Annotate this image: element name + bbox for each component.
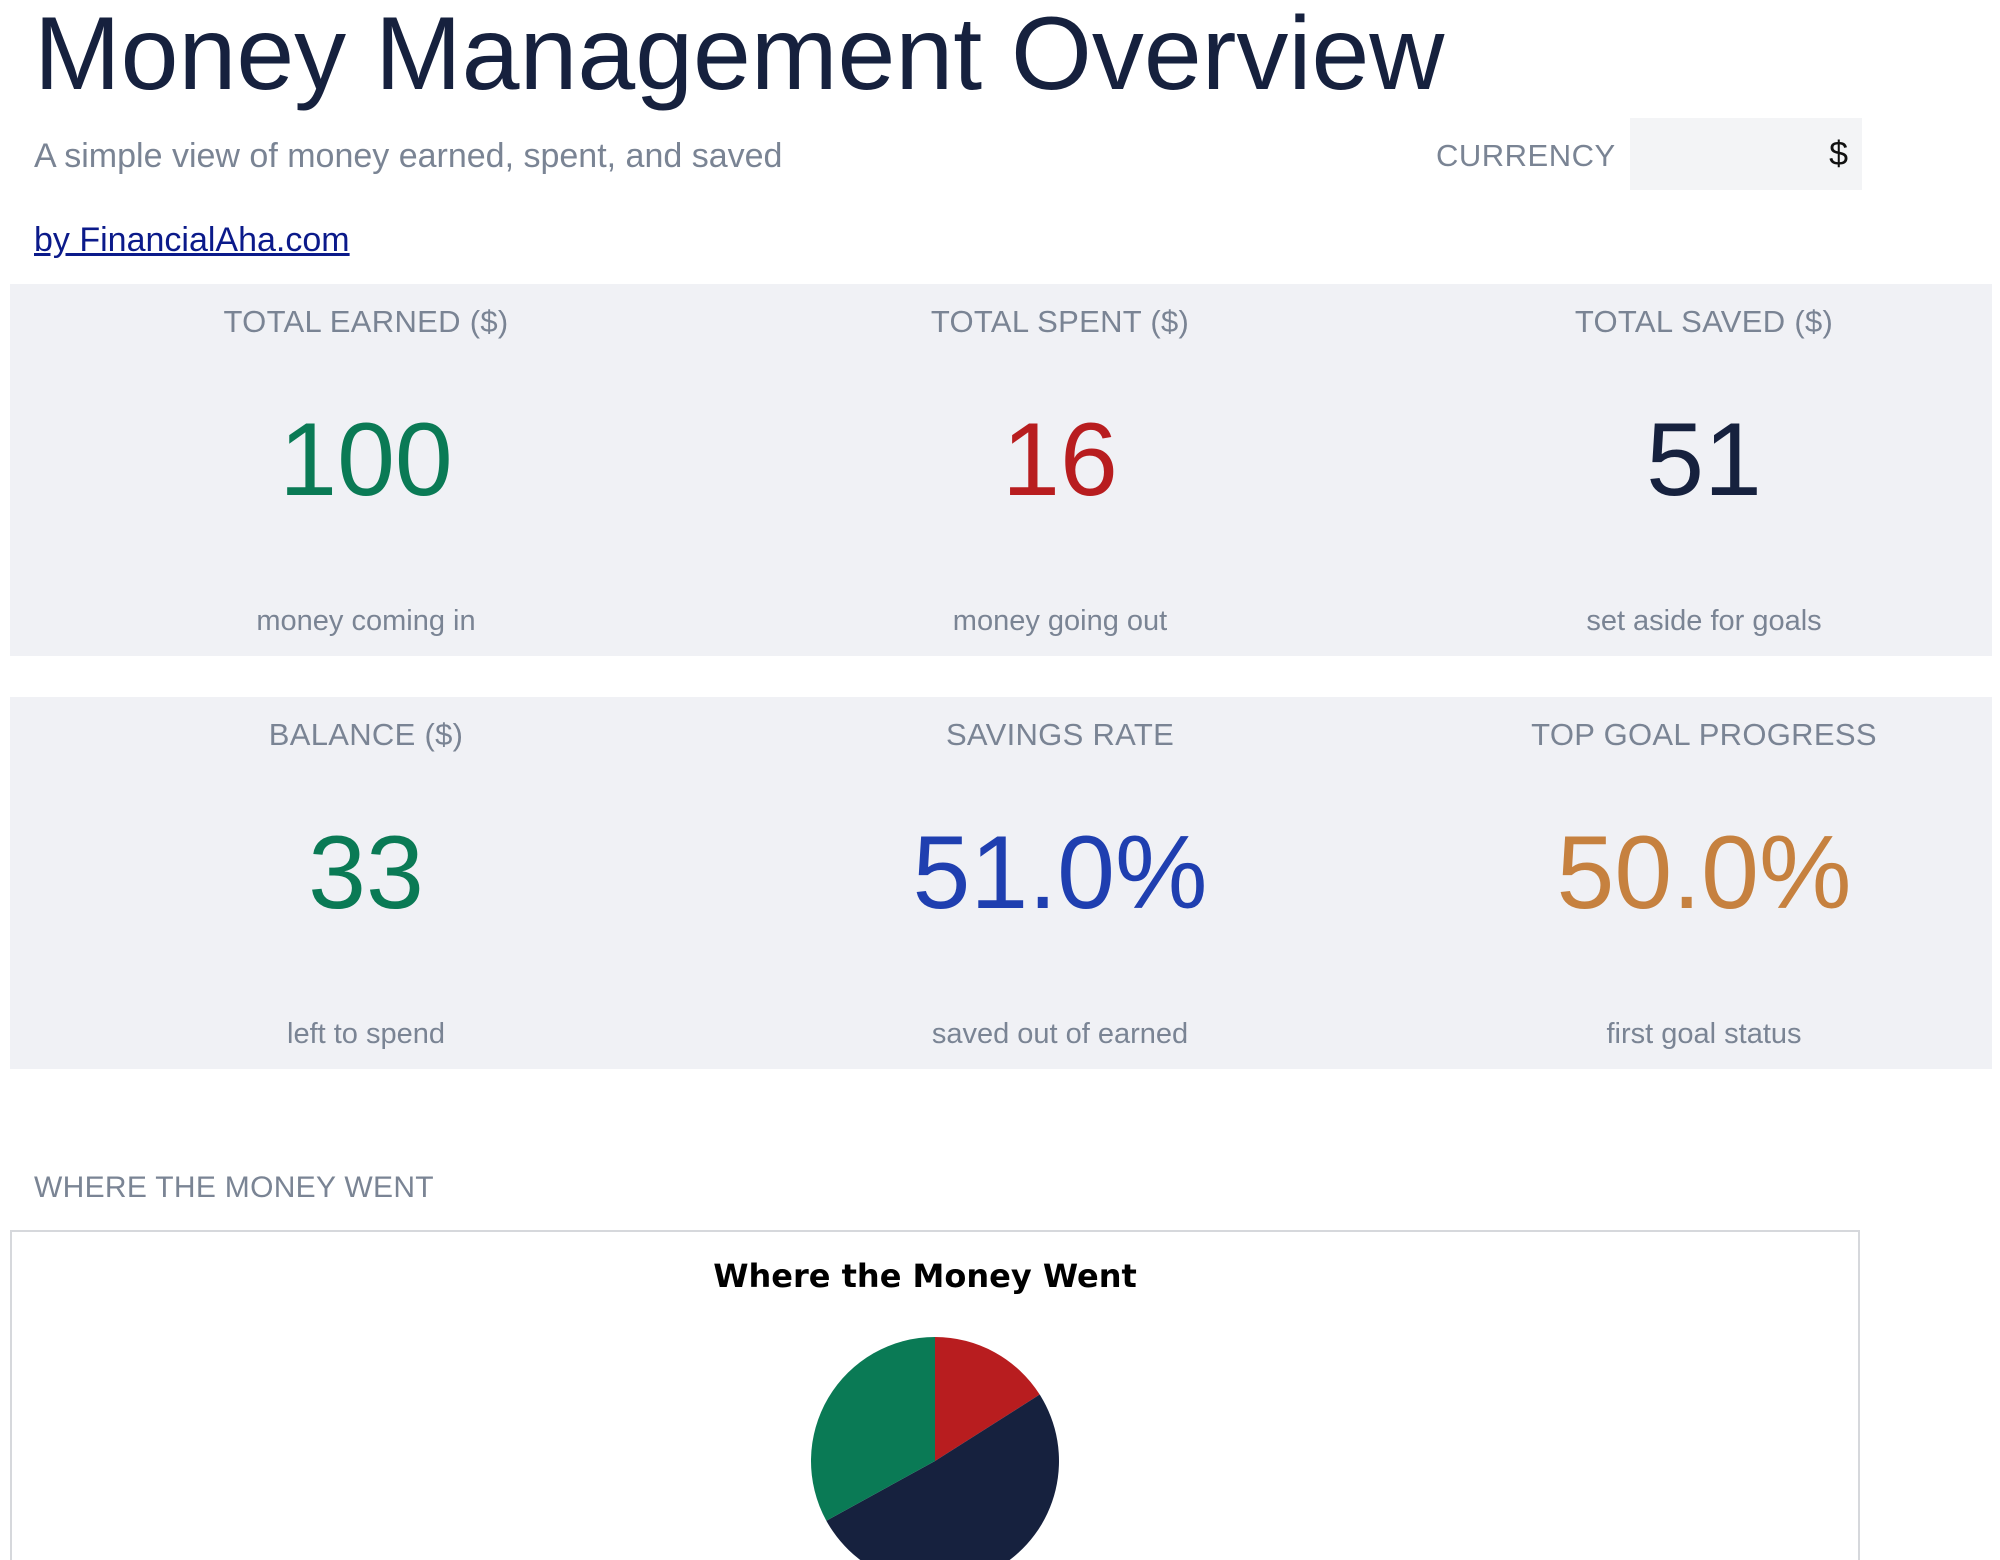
metric-total-spent: TOTAL SPENT ($) 16 money going out xyxy=(730,284,1390,656)
metrics-panel-row2: BALANCE ($) 33 left to spend SAVINGS RAT… xyxy=(10,697,1992,1069)
metric-value: 16 xyxy=(1002,402,1118,518)
metric-caption: first goal status xyxy=(1606,1018,1802,1050)
metric-label: TOTAL SPENT ($) xyxy=(930,304,1190,339)
metric-value: 50.0% xyxy=(1556,815,1852,931)
metric-caption: left to spend xyxy=(287,1018,445,1050)
metric-caption: set aside for goals xyxy=(1586,605,1822,637)
metric-label: TOTAL SAVED ($) xyxy=(1574,304,1834,339)
chart-title: Where the Money Went xyxy=(713,1257,1137,1295)
metric-value: 33 xyxy=(308,815,424,931)
metric-label: TOTAL EARNED ($) xyxy=(223,304,509,339)
section-heading: WHERE THE MONEY WENT xyxy=(34,1171,434,1204)
page-subtitle: A simple view of money earned, spent, an… xyxy=(34,137,783,175)
financialaha-link[interactable]: by FinancialAha.com xyxy=(34,221,350,259)
metric-savings-rate: SAVINGS RATE 51.0% saved out of earned xyxy=(730,697,1390,1069)
metric-value: 51.0% xyxy=(912,815,1208,931)
pie-slice-spent xyxy=(935,1337,1040,1461)
metric-value: 51 xyxy=(1646,402,1762,518)
metric-label: SAVINGS RATE xyxy=(945,717,1175,752)
currency-input[interactable] xyxy=(1630,118,1862,190)
pie-slice-balance xyxy=(811,1337,935,1521)
metric-total-earned: TOTAL EARNED ($) 100 money coming in xyxy=(36,284,696,656)
metric-total-saved: TOTAL SAVED ($) 51 set aside for goals xyxy=(1374,284,2000,656)
metric-label: BALANCE ($) xyxy=(268,717,464,752)
page-title: Money Management Overview xyxy=(34,0,1445,112)
metric-top-goal-progress: TOP GOAL PROGRESS 50.0% first goal statu… xyxy=(1374,697,2000,1069)
metric-caption: money going out xyxy=(952,605,1168,637)
metric-label: TOP GOAL PROGRESS xyxy=(1531,717,1877,752)
metric-caption: saved out of earned xyxy=(931,1018,1189,1050)
pie-chart xyxy=(811,1337,1059,1560)
metric-value: 100 xyxy=(279,402,453,518)
metric-caption: money coming in xyxy=(256,605,476,637)
currency-label: CURRENCY xyxy=(1436,138,1616,173)
metric-balance: BALANCE ($) 33 left to spend xyxy=(36,697,696,1069)
pie-slice-saved xyxy=(826,1394,1059,1560)
metrics-panel-row1: TOTAL EARNED ($) 100 money coming in TOT… xyxy=(10,284,1992,656)
